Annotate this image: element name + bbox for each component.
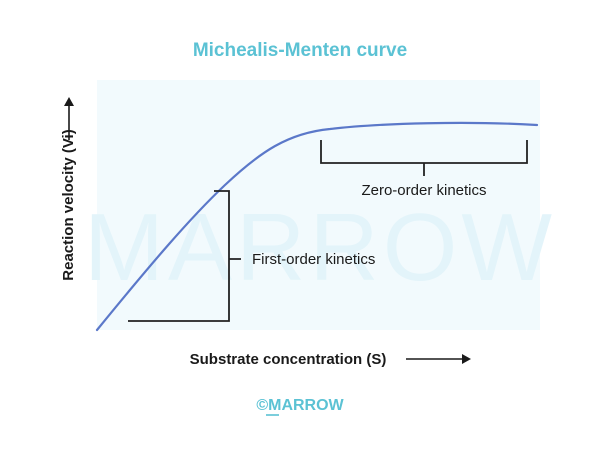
michaelis-menten-curve — [95, 121, 539, 332]
zero-order-bracket — [320, 140, 528, 176]
plot-area — [97, 80, 540, 330]
arrow-up-icon — [64, 97, 74, 140]
footer-brand: ©MARROW — [256, 397, 344, 414]
y-axis-label-group: Reaction velocity (Vi) — [60, 129, 77, 280]
y-axis-label: Reaction velocity (Vi) — [60, 129, 77, 280]
zero-order-label: Zero-order kinetics — [361, 182, 486, 199]
diagram-title: Michealis-Menten curve — [193, 40, 407, 61]
first-order-label: First-order kinetics — [252, 251, 375, 268]
marrow-watermark: MARROW — [84, 194, 556, 301]
x-axis-label: Substrate concentration (S) — [190, 351, 387, 368]
first-order-bracket — [128, 190, 241, 322]
arrow-right-icon — [406, 354, 471, 364]
